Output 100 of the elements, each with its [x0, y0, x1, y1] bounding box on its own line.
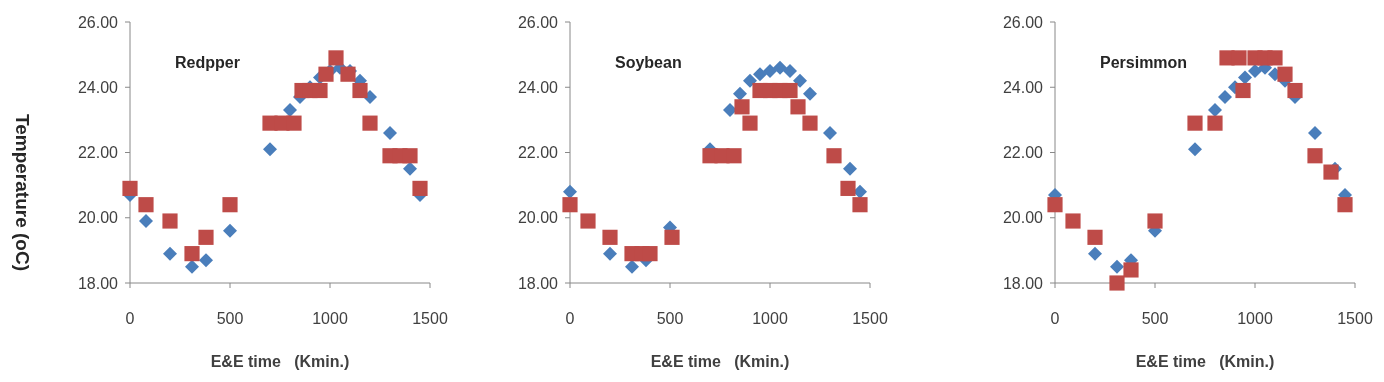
y-tick-label: 24.00 [1002, 78, 1044, 96]
point [328, 50, 344, 66]
x-tick-label: 500 [216, 310, 244, 327]
point [742, 115, 758, 131]
point [743, 73, 757, 88]
point [1208, 103, 1222, 118]
point [763, 63, 777, 78]
y-tick-label: 20.00 [1002, 209, 1044, 227]
y-tick-label: 24.00 [77, 78, 119, 96]
point [826, 148, 842, 164]
y-tick-label: 26.00 [517, 13, 559, 31]
annotation: Persimmon [1100, 53, 1188, 71]
point [602, 229, 618, 245]
point [603, 246, 617, 261]
point [383, 125, 397, 140]
point [283, 103, 297, 118]
point [1147, 213, 1163, 229]
point [1218, 90, 1232, 105]
point [1307, 148, 1323, 164]
point [286, 115, 302, 131]
x-tick-label: 1000 [1237, 310, 1273, 327]
y-axis-title: Temperature (oC) [12, 114, 33, 271]
point [223, 223, 237, 238]
point [803, 86, 817, 101]
x-tick-label: 500 [1141, 310, 1169, 327]
point [412, 180, 428, 196]
point [734, 99, 750, 115]
y-tick-label: 22.00 [517, 144, 559, 162]
point [823, 125, 837, 140]
y-tick-label: 18.00 [1002, 274, 1044, 292]
point [1047, 197, 1063, 213]
point [843, 161, 857, 176]
annotation: Soybean [615, 53, 682, 71]
y-tick-label: 26.00 [77, 13, 119, 31]
point [726, 148, 742, 164]
x-tick-label: 1500 [1337, 310, 1373, 327]
x-tick-label: 1000 [312, 310, 348, 327]
point [1110, 259, 1124, 274]
x-tick-label: 1000 [752, 310, 788, 327]
point [562, 197, 578, 213]
point [733, 86, 747, 101]
point [1065, 213, 1081, 229]
point [1235, 82, 1251, 99]
point [352, 82, 368, 99]
point [1248, 63, 1262, 78]
x-tick-label: 0 [565, 310, 575, 327]
point [198, 229, 214, 245]
point [1088, 246, 1102, 261]
point [1308, 125, 1322, 140]
x-axis-title: E&E time (Kmin.) [210, 353, 350, 370]
point [664, 229, 680, 245]
point [773, 60, 787, 75]
y-tick-label: 22.00 [77, 144, 119, 162]
x-tick-label: 0 [1050, 310, 1060, 327]
point [1207, 115, 1223, 131]
y-tick-label: 22.00 [1002, 144, 1044, 162]
point [185, 259, 199, 274]
point [1267, 50, 1283, 66]
point [222, 197, 238, 213]
point [138, 197, 154, 213]
point [840, 180, 856, 196]
point [1323, 164, 1339, 180]
x-tick-label: 1500 [852, 310, 888, 327]
point [362, 115, 378, 131]
point [1277, 66, 1293, 82]
y-tick-label: 18.00 [517, 274, 559, 292]
point [1231, 50, 1247, 66]
point [162, 213, 178, 229]
point [312, 82, 328, 99]
point [753, 67, 767, 82]
point [1188, 142, 1202, 157]
point [1109, 275, 1125, 291]
point [1123, 262, 1139, 278]
point [625, 259, 639, 274]
y-tick-label: 20.00 [517, 209, 559, 227]
y-tick-label: 18.00 [77, 274, 119, 292]
point [852, 197, 868, 213]
y-tick-label: 20.00 [77, 209, 119, 227]
point [802, 115, 818, 131]
point [402, 148, 418, 164]
point [199, 253, 213, 268]
point [403, 161, 417, 176]
y-tick-label: 24.00 [517, 78, 559, 96]
point [580, 213, 596, 229]
x-tick-label: 0 [125, 310, 135, 327]
x-tick-label: 1500 [412, 310, 448, 327]
point [340, 66, 356, 82]
annotation: Redpper [175, 53, 240, 71]
point [122, 180, 138, 196]
x-tick-label: 500 [656, 310, 684, 327]
point [1087, 229, 1103, 245]
y-tick-label: 26.00 [1002, 13, 1044, 31]
point [318, 66, 334, 82]
point [139, 214, 153, 229]
point [1238, 70, 1252, 85]
point [790, 99, 806, 115]
point [793, 73, 807, 88]
point [782, 82, 798, 99]
point [163, 246, 177, 261]
x-axis-title: E&E time (Kmin.) [1135, 353, 1275, 370]
